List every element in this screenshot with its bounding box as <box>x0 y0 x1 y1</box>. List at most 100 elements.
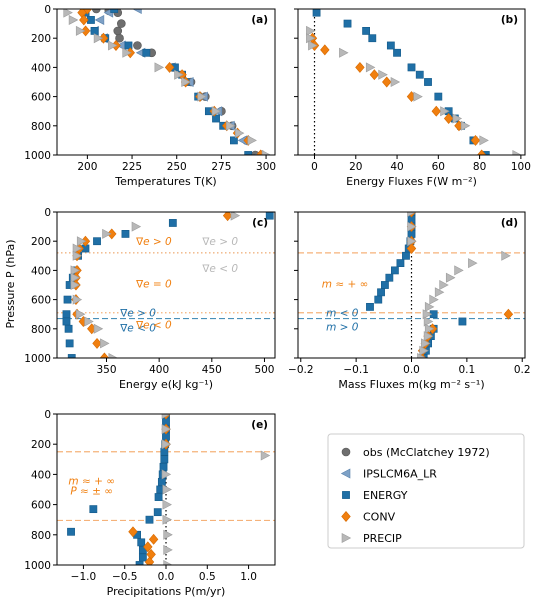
data-point-precip <box>419 345 429 356</box>
data-point-precip <box>454 265 464 276</box>
data-point-obs <box>117 19 126 28</box>
data-point-conv <box>222 212 233 222</box>
y-tick-label: 200 <box>31 439 51 451</box>
panel-d: m ≈ + ∞ m < 0 m > 0 −0.2 −0.1 0.0 0.1 0.2 Mass F… <box>288 211 531 391</box>
x-tick-label: 60 <box>432 161 445 173</box>
legend-label-ipsl: IPSLCM6A_LR <box>363 468 437 481</box>
data-point-precip <box>63 9 73 18</box>
x-tick-label: 250 <box>167 161 187 173</box>
data-point-energy <box>89 505 98 514</box>
data-point-energy <box>343 19 352 28</box>
x-axis-label: Precipitations P(m/yr) <box>107 585 226 598</box>
data-point-precip <box>407 221 417 232</box>
data-point-precip <box>440 106 450 117</box>
data-point-precip <box>75 309 86 320</box>
data-point-precip <box>72 294 83 305</box>
data-point-precip <box>260 450 271 461</box>
x-tick-label: 275 <box>211 161 231 173</box>
data-point-precip <box>72 243 83 254</box>
data-point-energy <box>63 295 72 304</box>
y-tick-label: 600 <box>31 92 51 104</box>
annotation-label: ∇e < 0 <box>135 319 172 331</box>
data-point-energy <box>93 237 101 246</box>
legend-marker-energy <box>342 491 350 499</box>
panel-a-frame <box>56 8 276 156</box>
data-point-energy <box>434 92 443 101</box>
panel-e-plot-area <box>57 414 275 565</box>
data-point-conv <box>107 228 117 240</box>
data-point-precip <box>93 33 104 44</box>
data-point-energy <box>212 114 220 123</box>
panel-letter: (b) <box>501 14 518 26</box>
panel-b-frame <box>297 8 526 156</box>
data-point-precip <box>378 69 388 80</box>
data-point-conv <box>503 308 514 320</box>
data-point-precip <box>122 47 132 58</box>
y-tick-label: 400 <box>31 469 51 481</box>
annotation-label: m < 0 <box>326 308 359 320</box>
data-point-precip <box>365 62 376 73</box>
data-point-precip <box>161 414 172 419</box>
data-point-energy <box>386 41 395 50</box>
data-point-precip <box>422 309 433 320</box>
x-tick-label: 225 <box>122 161 142 173</box>
data-point-precip <box>390 77 401 87</box>
data-point-conv <box>92 337 102 349</box>
x-tick-label: 450 <box>202 364 222 376</box>
data-point-precip <box>247 135 257 146</box>
legend: obs (McClatchey 1972) IPSLCM6A_LR ENERGY CO… <box>327 433 525 549</box>
y-tick-label: 800 <box>31 121 51 133</box>
data-point-conv <box>80 25 91 37</box>
data-point-obs <box>133 41 142 50</box>
data-point-energy <box>458 317 467 326</box>
data-point-precip <box>161 424 172 435</box>
panel-a-plot-area <box>63 9 272 155</box>
x-tick-label: 0.5 <box>199 571 216 583</box>
data-point-precip <box>417 353 427 358</box>
data-point-energy <box>153 508 162 517</box>
x-tick-label: 0 <box>311 161 318 173</box>
data-point-precip <box>181 77 191 87</box>
data-point-precip <box>460 120 471 131</box>
data-point-precip <box>423 316 434 327</box>
x-tick-label: −0.1 <box>343 364 369 376</box>
y-tick-label: 200 <box>31 236 51 248</box>
data-point-energy <box>381 281 389 289</box>
legend-marker-conv <box>341 511 351 522</box>
y-tick-label: 1000 <box>24 353 51 365</box>
data-point-precip <box>407 212 417 217</box>
data-point-conv <box>382 76 392 88</box>
panel-e: m ≈ + ∞P ≈ ± ∞ −1.0 −0.5 0.0 0.5 1.0 0 200 400 60… <box>24 409 276 598</box>
x-tick-label: −0.5 <box>112 571 138 583</box>
data-point-precip <box>439 280 449 290</box>
y-tick-label: 400 <box>31 62 51 74</box>
data-point-precip <box>308 40 318 51</box>
annotation-label: ∇e < 0 <box>119 322 156 334</box>
panel-c: ∇e > 0 ∇e > 0∇e < 0∇e = 0∇e > 0∇e < 0∇e <… <box>24 207 276 391</box>
panel-b-plot-area <box>306 9 522 155</box>
data-point-energy <box>424 78 432 86</box>
data-point-precip <box>161 439 172 450</box>
panel-d-plot-area <box>298 212 525 358</box>
data-point-energy <box>121 230 130 238</box>
data-point-precip <box>479 135 489 146</box>
data-point-energy <box>160 455 169 464</box>
annotation-label: ∇e = 0 <box>135 279 172 291</box>
data-point-energy <box>160 447 169 456</box>
x-axis-label: Energy e(kJ kg⁻¹) <box>119 378 213 391</box>
data-point-precip <box>84 316 94 327</box>
data-point-conv <box>99 352 110 358</box>
data-point-precip <box>423 331 434 342</box>
legend-label-energy: ENERGY <box>363 489 408 502</box>
data-point-energy <box>65 339 74 348</box>
data-point-precip <box>70 280 81 290</box>
y-tick-label: 400 <box>31 265 51 277</box>
data-point-energy <box>159 462 168 471</box>
data-point-conv <box>148 533 159 545</box>
data-point-precip <box>162 484 172 495</box>
data-point-energy <box>362 26 370 35</box>
legend-marker-ipsl <box>340 468 351 479</box>
data-point-obs <box>115 33 124 43</box>
panel-letter: (c) <box>252 217 268 229</box>
x-axis-label: Mass Fluxes m(kg m⁻² s⁻¹) <box>338 378 484 391</box>
